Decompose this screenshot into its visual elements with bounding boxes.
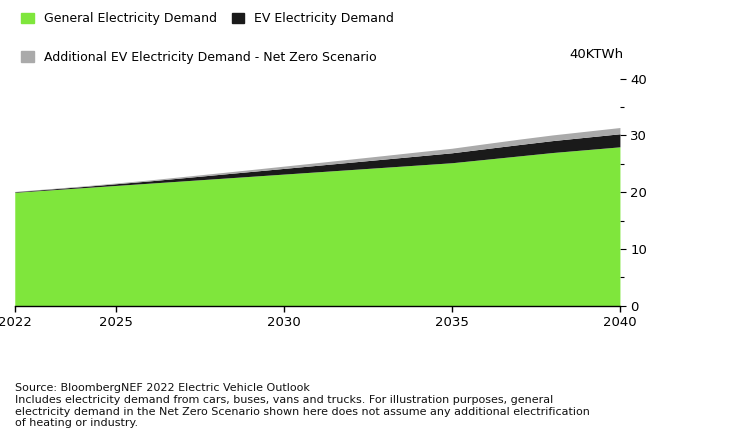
Text: 40KTWh: 40KTWh	[570, 48, 624, 61]
Text: Source: BloombergNEF 2022 Electric Vehicle Outlook
Includes electricity demand f: Source: BloombergNEF 2022 Electric Vehic…	[15, 383, 590, 428]
Legend: Additional EV Electricity Demand - Net Zero Scenario: Additional EV Electricity Demand - Net Z…	[21, 51, 376, 64]
